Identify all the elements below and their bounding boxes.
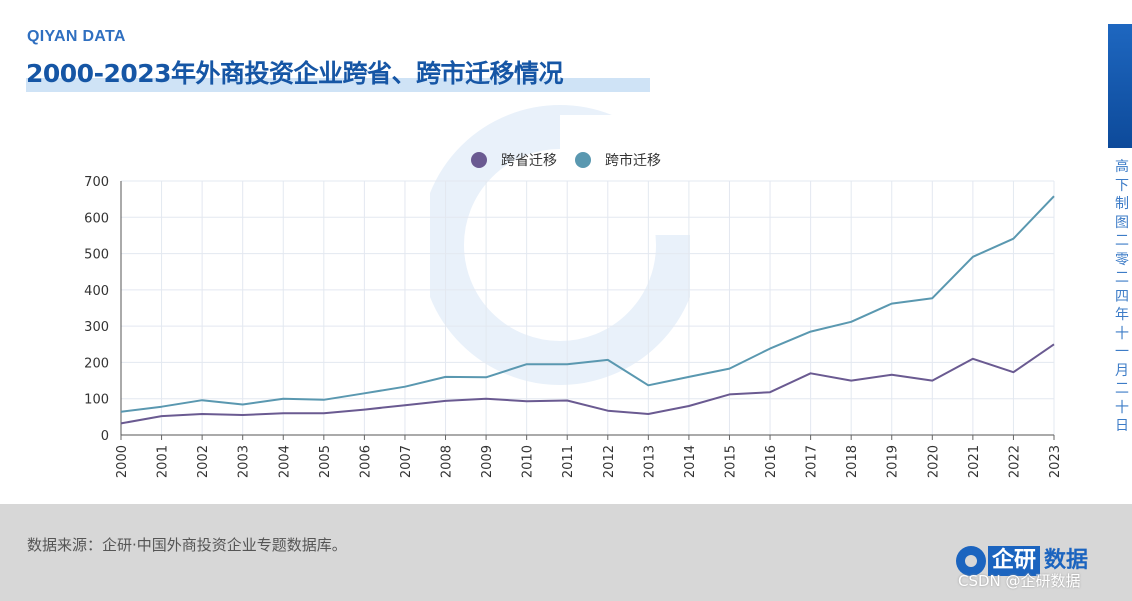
y-tick-label: 200	[84, 356, 109, 371]
source-note: 数据来源：企研·中国外商投资企业专题数据库。	[27, 536, 347, 554]
logo-circle-icon	[956, 546, 986, 576]
x-tick-label: 2021	[967, 445, 982, 478]
csdn-watermark: CSDN @企研数据	[958, 572, 1081, 590]
title-wrap: 2000-2023年外商投资企业跨省、跨市迁移情况	[26, 54, 650, 92]
legend-label-2: 跨市迁移	[605, 152, 661, 169]
y-tick-label: 400	[84, 284, 109, 299]
y-tick-label: 600	[84, 211, 109, 226]
brand-label: QIYAN DATA	[27, 28, 126, 45]
x-tick-label: 2020	[926, 445, 941, 478]
x-tick-label: 2003	[237, 445, 252, 478]
x-tick-label: 2010	[521, 445, 536, 478]
y-tick-label: 100	[84, 393, 109, 408]
x-tick-label: 2019	[886, 445, 901, 478]
chart-series	[120, 195, 1055, 425]
x-tick-label: 2007	[399, 445, 414, 478]
y-tick-label: 0	[101, 429, 109, 444]
company-logo: 企研 数据	[956, 544, 1088, 578]
y-tick-label: 300	[84, 320, 109, 335]
x-tick-label: 2013	[642, 445, 657, 478]
x-tick-label: 2012	[602, 445, 617, 478]
side-accent-bar	[1108, 24, 1132, 148]
x-tick-label: 2001	[156, 445, 171, 478]
x-tick-label: 2015	[723, 445, 738, 478]
series-line-1	[120, 343, 1055, 425]
x-tick-label: 2011	[561, 445, 576, 478]
legend-marker-1	[471, 152, 487, 168]
x-axis-ticks: 2000 2001 2002 2003 2004 2005 2006 2007 2008 2009…	[115, 435, 1063, 478]
x-tick-label: 2018	[845, 445, 860, 478]
x-tick-label: 2017	[805, 445, 820, 478]
x-tick-label: 2016	[764, 445, 779, 478]
legend-label-1: 跨省迁移	[501, 153, 557, 169]
x-tick-label: 2002	[196, 445, 211, 478]
page-title: 2000-2023年外商投资企业跨省、跨市迁移情况	[26, 59, 564, 88]
x-tick-label: 2005	[318, 445, 333, 478]
x-tick-label: 2006	[358, 445, 373, 478]
footer	[0, 504, 1132, 601]
series-line-2	[120, 195, 1055, 413]
x-tick-label: 2022	[1007, 445, 1022, 478]
legend-marker-2	[575, 152, 591, 168]
x-tick-label: 2000	[115, 445, 130, 478]
x-tick-label: 2023	[1048, 445, 1063, 478]
y-tick-label: 500	[84, 248, 109, 263]
logo-text-secondary: 数据	[1044, 548, 1089, 573]
chart-legend: 跨省迁移 跨市迁移	[471, 152, 661, 169]
x-tick-label: 2009	[480, 445, 495, 478]
x-tick-label: 2014	[683, 445, 698, 478]
x-tick-label: 2004	[277, 445, 292, 478]
y-tick-label: 700	[84, 175, 109, 190]
title-highlight	[26, 78, 650, 92]
side-date-caption: 高下制图 二零二四年十一月二十日	[1115, 159, 1129, 434]
y-axis-ticks: 0 100 200 300 400 500 600 700	[84, 175, 109, 444]
x-tick-label: 2008	[440, 445, 455, 478]
logo-text-primary: 企研	[988, 546, 1041, 576]
chart-grid	[120, 180, 1055, 436]
